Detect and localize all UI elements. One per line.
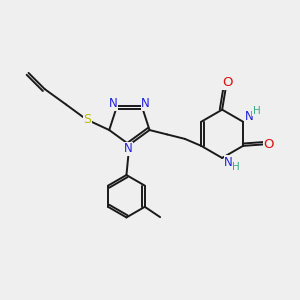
Text: S: S <box>83 113 91 126</box>
Text: O: O <box>222 76 232 89</box>
Text: N: N <box>141 98 150 110</box>
Text: O: O <box>264 138 274 151</box>
Text: N: N <box>124 142 132 155</box>
Text: N: N <box>109 98 118 110</box>
Text: N: N <box>224 156 233 169</box>
Text: N: N <box>245 110 254 123</box>
Text: H: H <box>253 106 261 116</box>
Text: H: H <box>232 162 240 172</box>
